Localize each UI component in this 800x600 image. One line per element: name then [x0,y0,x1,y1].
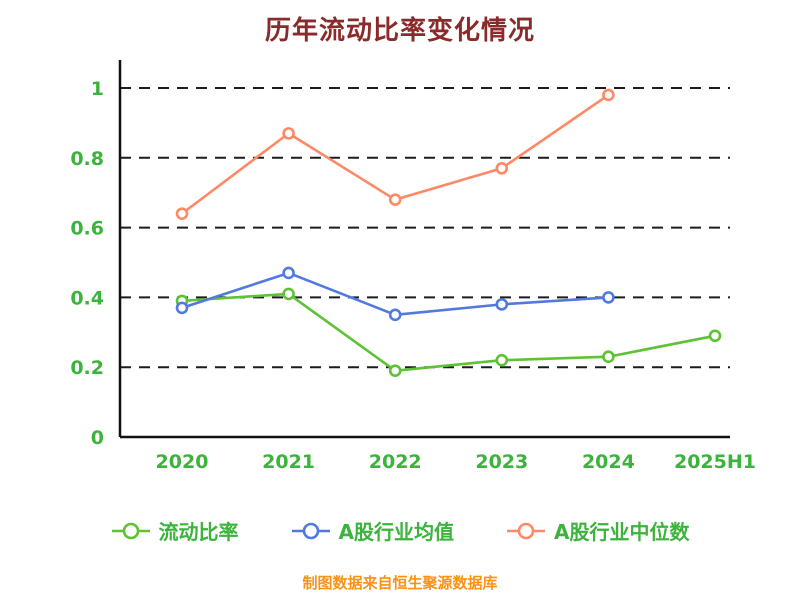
legend-item-3[interactable]: A股行业中位数 [506,516,689,545]
data-point-marker [282,127,295,140]
data-point-marker [708,329,722,343]
y-tick-label: 0.2 [70,357,104,379]
data-point-marker [495,161,509,175]
y-tick-label: 1 [91,78,104,100]
data-source-note: 制图数据来自恒生聚源数据库 [302,574,498,592]
data-point-marker [602,350,615,364]
x-tick-label: 2025H1 [674,451,756,473]
data-point-marker [175,301,189,315]
legend-marker-icon [111,522,150,539]
chart-title: 历年流动比率变化情况 [264,16,535,46]
data-point-marker [495,353,509,367]
data-point-marker [282,287,295,301]
legend-label: A股行业中位数 [554,520,690,544]
data-point-marker [602,88,615,102]
chart-legend: 流动比率 A股行业均值 A股行业中位数 [0,516,800,545]
series-line [181,292,716,372]
x-tick-label: 2022 [369,451,422,473]
x-tick-label: 2023 [475,451,528,473]
legend-label: A股行业均值 [338,520,454,544]
data-point-marker [175,207,189,220]
legend-label: 流动比率 [158,520,239,544]
x-tick-label: 2021 [262,451,315,473]
y-tick-label: 0.6 [70,218,104,240]
data-point-marker [388,308,402,322]
legend-item-2[interactable]: A股行业均值 [291,516,454,545]
legend-item-1[interactable]: 流动比率 [111,516,239,545]
x-tick-label: 2024 [582,451,635,473]
y-tick-label: 0.4 [70,287,104,309]
y-tick-label: 0.8 [70,148,104,170]
data-point-marker [495,298,509,311]
data-point-marker [602,291,615,304]
y-tick-label: 0 [91,427,104,449]
legend-marker-icon [291,522,330,539]
legend-marker-icon [507,522,545,539]
x-tick-label: 2020 [156,451,209,473]
data-point-marker [388,364,402,377]
data-point-marker [388,193,402,206]
data-point-marker [282,266,295,280]
